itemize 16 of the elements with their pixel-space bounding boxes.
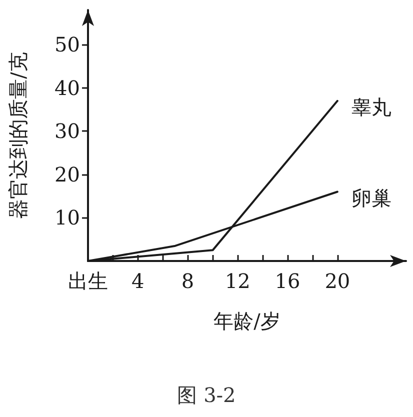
- x-tick-label: 12: [224, 269, 250, 293]
- caption: 图 3-2: [177, 383, 236, 407]
- y-tick-label: 10: [54, 206, 80, 230]
- y-axis-title: 器官达到的质量/克: [6, 52, 30, 219]
- series-label: 睾丸: [351, 94, 392, 119]
- x-tick-label: 4: [132, 269, 144, 293]
- y-tick-label: 40: [54, 76, 80, 100]
- x-tick-label: 20: [324, 269, 350, 293]
- y-tick-label: 30: [54, 119, 80, 144]
- x-tick-label: 出生: [68, 269, 108, 293]
- x-tick-label: 16: [274, 269, 300, 293]
- x-tick-label: 8: [181, 269, 194, 293]
- y-tick-label: 50: [54, 32, 80, 57]
- x-axis-title: 年龄/岁: [214, 309, 280, 333]
- y-tick-label: 20: [54, 162, 80, 186]
- series-label: 卵巢: [351, 186, 392, 210]
